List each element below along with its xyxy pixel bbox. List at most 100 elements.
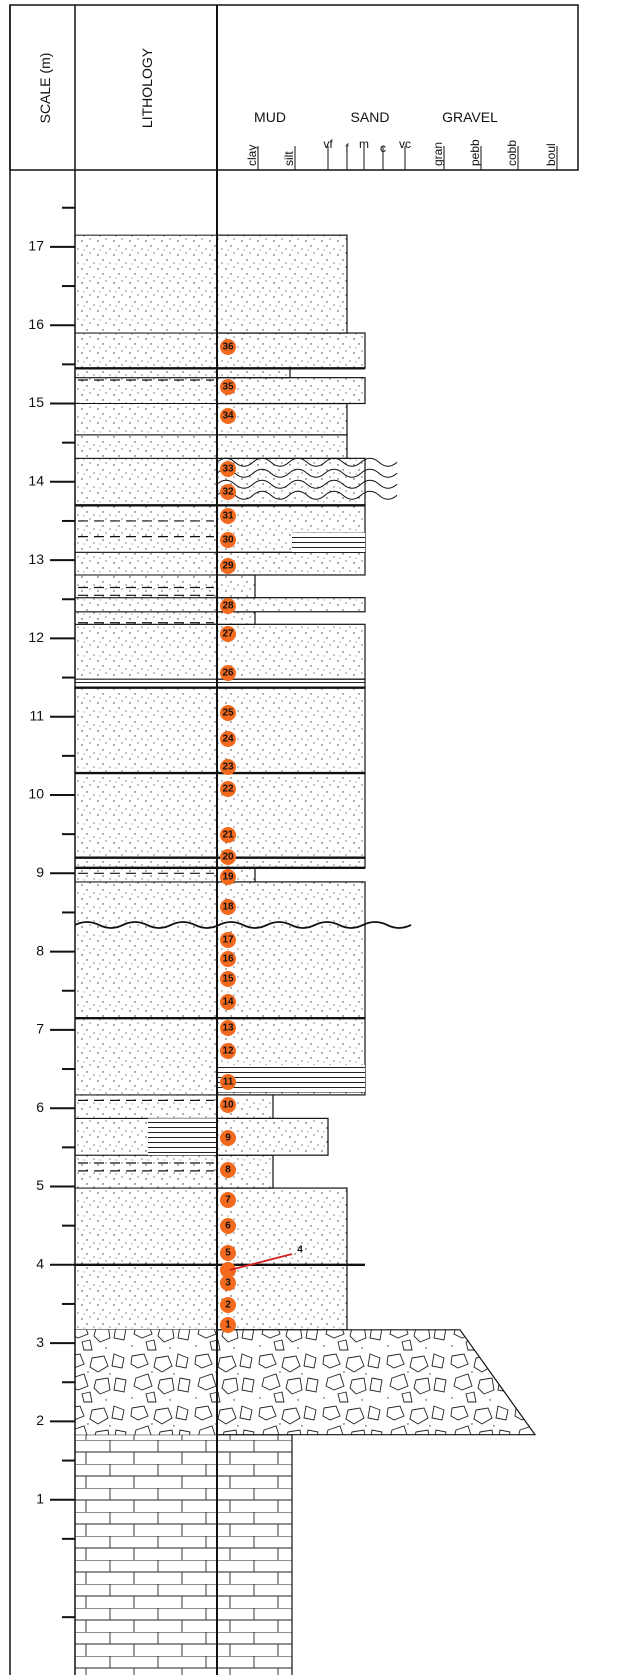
lithology-fill [75,925,217,1018]
bed [217,1188,347,1265]
lithology-fill [75,1435,217,1675]
header-frame [10,5,578,170]
sample-label: 12 [222,1046,234,1057]
lithology-fill [75,773,217,858]
sample-label: 18 [222,902,234,913]
scale-tick-label: 5 [36,1177,44,1193]
lithology-fill [75,1155,217,1188]
lithology-fill [75,404,217,435]
lithology-fill [75,333,217,368]
sample-label: 29 [222,561,234,572]
scale-tick-label: 4 [36,1256,44,1272]
grain-size: m [359,137,369,151]
sample-label: 6 [225,1221,231,1232]
grain-size: cobb [505,140,519,166]
bed [217,333,365,368]
scale-tick-label: 16 [28,316,44,332]
scale-tick-label: 9 [36,864,44,880]
scale-label: SCALE (m) [37,53,53,124]
sample-label: 14 [222,997,234,1008]
bed [217,235,347,333]
sample-label: 10 [222,1100,234,1111]
scale-tick-label: 14 [28,473,44,489]
laminated-zone [148,1118,217,1155]
grain-group: MUD [254,109,286,125]
grain-size: gran [431,142,445,166]
lithology-fill [75,858,217,868]
lithology-fill [75,1330,217,1435]
sample-label: 24 [222,734,234,745]
scale-tick-label: 10 [28,786,44,802]
sample-label: 23 [222,762,234,773]
grain-size: pebb [468,139,482,166]
lithology-fill [75,1265,217,1330]
laminated-zone [217,1065,365,1092]
sample-label: 22 [222,784,234,795]
sample-label: 32 [222,487,234,498]
scale-tick-label: 3 [36,1334,44,1350]
bed [217,435,347,458]
lithology-fill [75,435,217,458]
lithology-fill [75,505,217,552]
bed [217,624,365,679]
sample-label: 35 [222,382,234,393]
sample-label: 16 [222,954,234,965]
page: {"header": {"scale_label": "SCALE (m)", … [0,0,617,1675]
sample-label: 26 [222,668,234,679]
sample-label: 15 [222,974,234,985]
scale-tick-label: 12 [28,629,44,645]
sample-label: 17 [222,935,234,946]
sample-label: 7 [225,1195,231,1206]
scale-tick-label: 17 [28,238,44,254]
lithology-fill [75,458,217,505]
scale-tick-label: 15 [28,394,44,410]
lithology-fill [75,575,217,598]
bed [217,925,365,1018]
lithology-fill [75,882,217,925]
sample-label: 34 [222,411,234,422]
scale-tick-label: 1 [36,1490,44,1506]
sample-label: 2 [225,1300,231,1311]
grain-group: SAND [351,109,390,125]
sample-label: 1 [225,1320,231,1331]
grain-size: vc [399,137,411,151]
bed [217,612,255,625]
lithology-label: LITHOLOGY [139,47,155,128]
bed [217,378,365,404]
bed [217,1435,292,1675]
sample-label: 31 [222,511,234,522]
bed [217,404,347,435]
scale-tick-label: 8 [36,942,44,958]
bed [217,773,365,858]
lithology-fill [75,378,217,404]
grain-size: clay [245,145,259,166]
bed [217,688,365,773]
scale-tick-label: 6 [36,1099,44,1115]
grain-size: boul [544,143,558,166]
grain-group: GRAVEL [442,109,498,125]
sample-label: 13 [222,1023,234,1034]
sample-label: 3 [225,1278,231,1289]
sample-label: 9 [225,1133,231,1144]
lithology-fill [75,552,217,575]
lithology-fill [75,679,217,688]
grain-size: silt [282,151,296,166]
layers [75,235,535,1675]
sample-label: 19 [222,872,234,883]
laminated-zone [292,533,365,553]
lithology-fill [75,624,217,679]
lithology-fill [75,1095,217,1118]
sample-label: 28 [222,601,234,612]
scale-tick-label: 7 [36,1021,44,1037]
scale-tick-label: 13 [28,551,44,567]
grain-size: vf [323,137,333,151]
bed [217,858,365,868]
sample-label: 5 [225,1248,231,1259]
lithology-fill [75,368,217,377]
scale-tick-label: 11 [29,707,44,723]
grain-size: c [380,141,386,155]
sample-label: 20 [222,852,234,863]
scale-tick-label: 2 [36,1412,44,1428]
sample-label: 27 [222,629,234,640]
bed [217,598,365,612]
